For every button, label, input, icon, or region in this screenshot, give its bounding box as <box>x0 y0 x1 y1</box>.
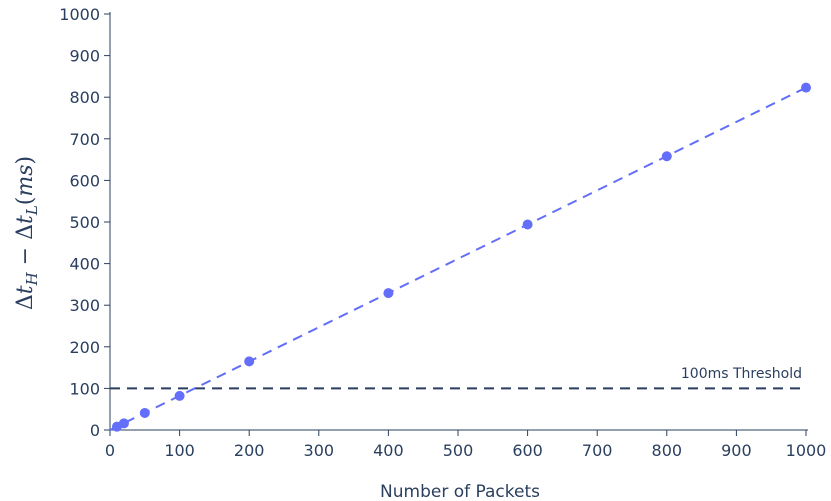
y-tick-label: 100 <box>69 379 100 398</box>
x-axis-title: Number of Packets <box>380 482 540 501</box>
x-tick-label: 500 <box>443 441 474 460</box>
data-point <box>244 356 255 367</box>
x-tick-label: 600 <box>512 441 543 460</box>
x-tick-label: 1000 <box>786 441 827 460</box>
y-tick-label: 500 <box>69 213 100 232</box>
y-tick-label: 600 <box>69 171 100 190</box>
data-point <box>383 288 394 299</box>
y-tick-label: 1000 <box>59 5 100 24</box>
threshold-label: 100ms Threshold <box>681 366 802 382</box>
data-points <box>111 82 811 432</box>
x-tick-label: 200 <box>234 441 265 460</box>
y-tick-label: 900 <box>69 47 100 66</box>
fit-line <box>109 86 807 431</box>
x-tick-label: 0 <box>105 441 115 460</box>
data-point <box>174 390 185 401</box>
plot-lines <box>109 86 807 431</box>
y-tick-label: 0 <box>90 421 100 440</box>
x-tick-label: 900 <box>721 441 752 460</box>
x-tick-label: 700 <box>582 441 613 460</box>
y-tick-label: 800 <box>69 88 100 107</box>
annotations: 100ms Threshold <box>681 366 802 382</box>
y-axis-title: ΔtH − ΔtL(ms) <box>13 156 41 310</box>
x-tick-label: 400 <box>373 441 404 460</box>
data-point <box>139 407 150 418</box>
x-tick-label: 100 <box>164 441 195 460</box>
y-tick-label: 700 <box>69 130 100 149</box>
data-point <box>118 418 129 429</box>
y-tick-label: 200 <box>69 338 100 357</box>
y-tick-label: 400 <box>69 255 100 274</box>
x-tick-label: 300 <box>304 441 335 460</box>
data-point <box>801 82 811 93</box>
data-point <box>522 219 533 230</box>
y-tick-label: 300 <box>69 296 100 315</box>
data-point <box>661 151 672 162</box>
x-tick-label: 800 <box>652 441 683 460</box>
y-axis: 0 100 200 300 400 500 600 700 800 900 1000 <box>59 5 111 440</box>
x-axis: 0 100 200 300 400 500 600 700 800 900 1000 <box>105 429 827 460</box>
